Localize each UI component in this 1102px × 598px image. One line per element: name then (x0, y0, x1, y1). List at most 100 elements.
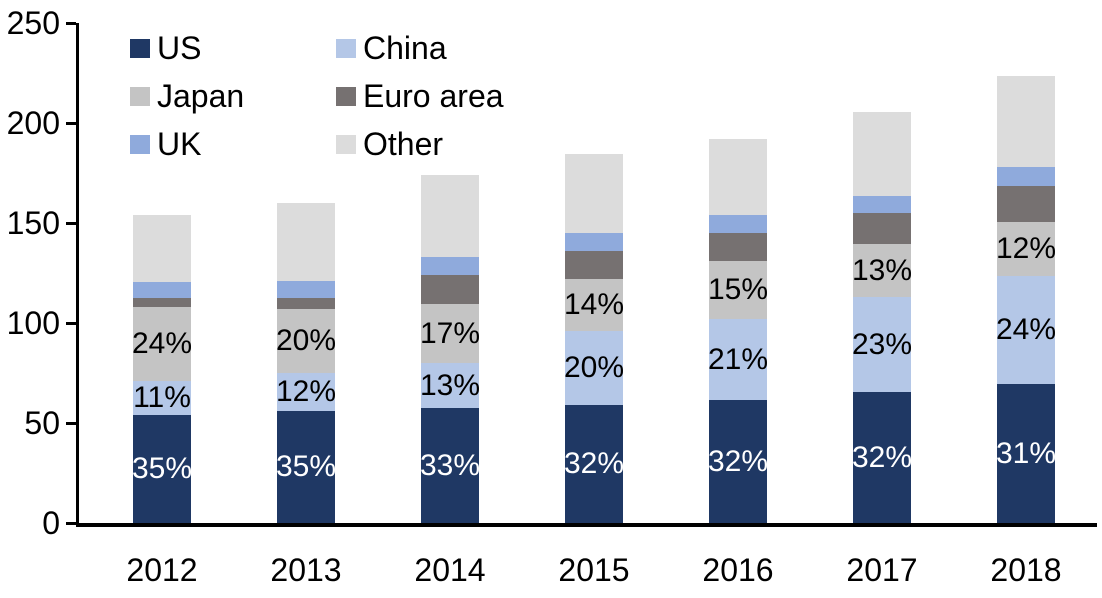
bar-segment-euro-area-2014 (421, 275, 479, 304)
bar-segment-uk-2018 (997, 167, 1055, 186)
data-label-us-2015: 32% (563, 447, 625, 480)
bar-segment-us-2014 (421, 408, 479, 523)
legend-label-other: Other (363, 126, 444, 162)
x-tick-label-2013: 2013 (270, 552, 342, 588)
bar-segment-us-2016 (709, 400, 767, 523)
legend-label-us: US (157, 30, 202, 66)
bar-segment-euro-area-2015 (565, 251, 623, 279)
legend-item-other: Other (336, 126, 504, 162)
legend-swatch-uk (130, 134, 150, 154)
data-label-us-2017: 32% (851, 440, 913, 474)
bar-segment-other-2017 (853, 112, 911, 196)
x-axis-line (76, 523, 1097, 527)
legend-swatch-other (336, 134, 356, 154)
legend-label-uk: UK (157, 126, 202, 162)
x-tick-label-2014: 2014 (414, 552, 486, 588)
y-axis-line (76, 23, 79, 527)
data-label-japan-2018: 12% (995, 232, 1057, 265)
y-tick-label-50: 50 (24, 405, 60, 441)
bar-segment-other-2013 (277, 203, 335, 281)
bar-segment-uk-2013 (277, 281, 335, 298)
bar-segment-other-2012 (133, 215, 191, 282)
y-tick-mark-150 (66, 222, 76, 225)
x-tick-label-2018: 2018 (990, 552, 1062, 588)
y-tick-mark-250 (66, 22, 76, 25)
legend-item-china: China (336, 30, 504, 66)
chart-legend: US China Japan Euro area UK Other (130, 24, 504, 168)
legend-label-euro-area: Euro area (363, 78, 504, 114)
bar-segment-uk-2014 (421, 257, 479, 275)
legend-item-us: US (130, 30, 336, 66)
x-tick-label-2016: 2016 (702, 552, 774, 588)
data-label-china-2012: 11% (133, 381, 191, 414)
data-label-china-2018: 24% (995, 313, 1057, 346)
legend-label-japan: Japan (157, 78, 245, 114)
data-label-japan-2013: 20% (275, 324, 337, 357)
y-tick-label-150: 150 (6, 205, 60, 241)
data-label-us-2012: 35% (131, 452, 193, 485)
bar-segment-us-2015 (565, 405, 623, 523)
bar-segment-japan-2015 (565, 279, 623, 331)
bar-segment-japan-2016 (709, 261, 767, 319)
bar-segment-us-2013 (277, 411, 335, 523)
bar-segment-other-2014 (421, 175, 479, 257)
bar-segment-euro-area-2012 (133, 298, 191, 307)
bar-segment-china-2016 (709, 319, 767, 400)
data-label-us-2013: 35% (275, 450, 337, 483)
y-tick-label-100: 100 (6, 305, 60, 341)
data-label-japan-2016: 15% (707, 273, 769, 306)
data-label-china-2017: 23% (851, 327, 913, 361)
legend-item-uk: UK (130, 126, 336, 162)
data-label-japan-2015: 14% (563, 288, 625, 321)
bar-segment-uk-2015 (565, 233, 623, 251)
data-label-japan-2012: 24% (131, 327, 193, 360)
legend-item-japan: Japan (130, 78, 336, 114)
x-tick-label-2015: 2015 (558, 552, 630, 588)
y-tick-mark-0 (66, 522, 76, 525)
y-tick-mark-200 (66, 122, 76, 125)
legend-swatch-us (130, 38, 150, 58)
bar-segment-japan-2018 (997, 222, 1055, 276)
bar-segment-uk-2016 (709, 215, 767, 233)
bar-segment-euro-area-2018 (997, 186, 1055, 222)
data-label-china-2014: 13% (419, 368, 481, 402)
bar-segment-china-2018 (997, 276, 1055, 384)
bar-segment-other-2016 (709, 139, 767, 215)
y-tick-label-200: 200 (6, 105, 60, 141)
legend-swatch-japan (130, 86, 150, 106)
bar-segment-china-2017 (853, 297, 911, 392)
bar-segment-china-2012 (133, 381, 191, 415)
bar-segment-china-2014 (421, 363, 479, 408)
data-label-us-2016: 32% (707, 444, 769, 478)
bar-segment-china-2015 (565, 331, 623, 405)
bar-segment-japan-2017 (853, 244, 911, 297)
bar-segment-euro-area-2016 (709, 233, 767, 261)
data-label-japan-2014: 17% (419, 316, 481, 350)
legend-swatch-euro-area (336, 86, 356, 106)
bar-segment-uk-2017 (853, 196, 911, 213)
bar-segment-japan-2013 (277, 309, 335, 373)
y-tick-label-250: 250 (6, 5, 60, 41)
x-tick-label-2012: 2012 (126, 552, 198, 588)
data-label-japan-2017: 13% (851, 253, 913, 287)
legend-item-euro-area: Euro area (336, 78, 504, 114)
y-tick-mark-100 (66, 322, 76, 325)
bar-segment-us-2018 (997, 384, 1055, 523)
legend-swatch-china (336, 38, 356, 58)
bar-segment-uk-2012 (133, 282, 191, 298)
legend-label-china: China (363, 30, 447, 66)
data-label-china-2013: 12% (275, 375, 337, 408)
bar-segment-china-2013 (277, 373, 335, 411)
bar-segment-euro-area-2017 (853, 213, 911, 244)
bar-segment-japan-2014 (421, 304, 479, 363)
y-tick-mark-50 (66, 422, 76, 425)
bar-segment-japan-2012 (133, 307, 191, 381)
data-label-us-2014: 33% (419, 448, 481, 482)
y-tick-label-0: 0 (42, 505, 60, 541)
data-label-china-2015: 20% (563, 351, 625, 384)
bar-segment-other-2018 (997, 76, 1055, 167)
bar-segment-us-2017 (853, 392, 911, 523)
x-tick-label-2017: 2017 (846, 552, 918, 588)
